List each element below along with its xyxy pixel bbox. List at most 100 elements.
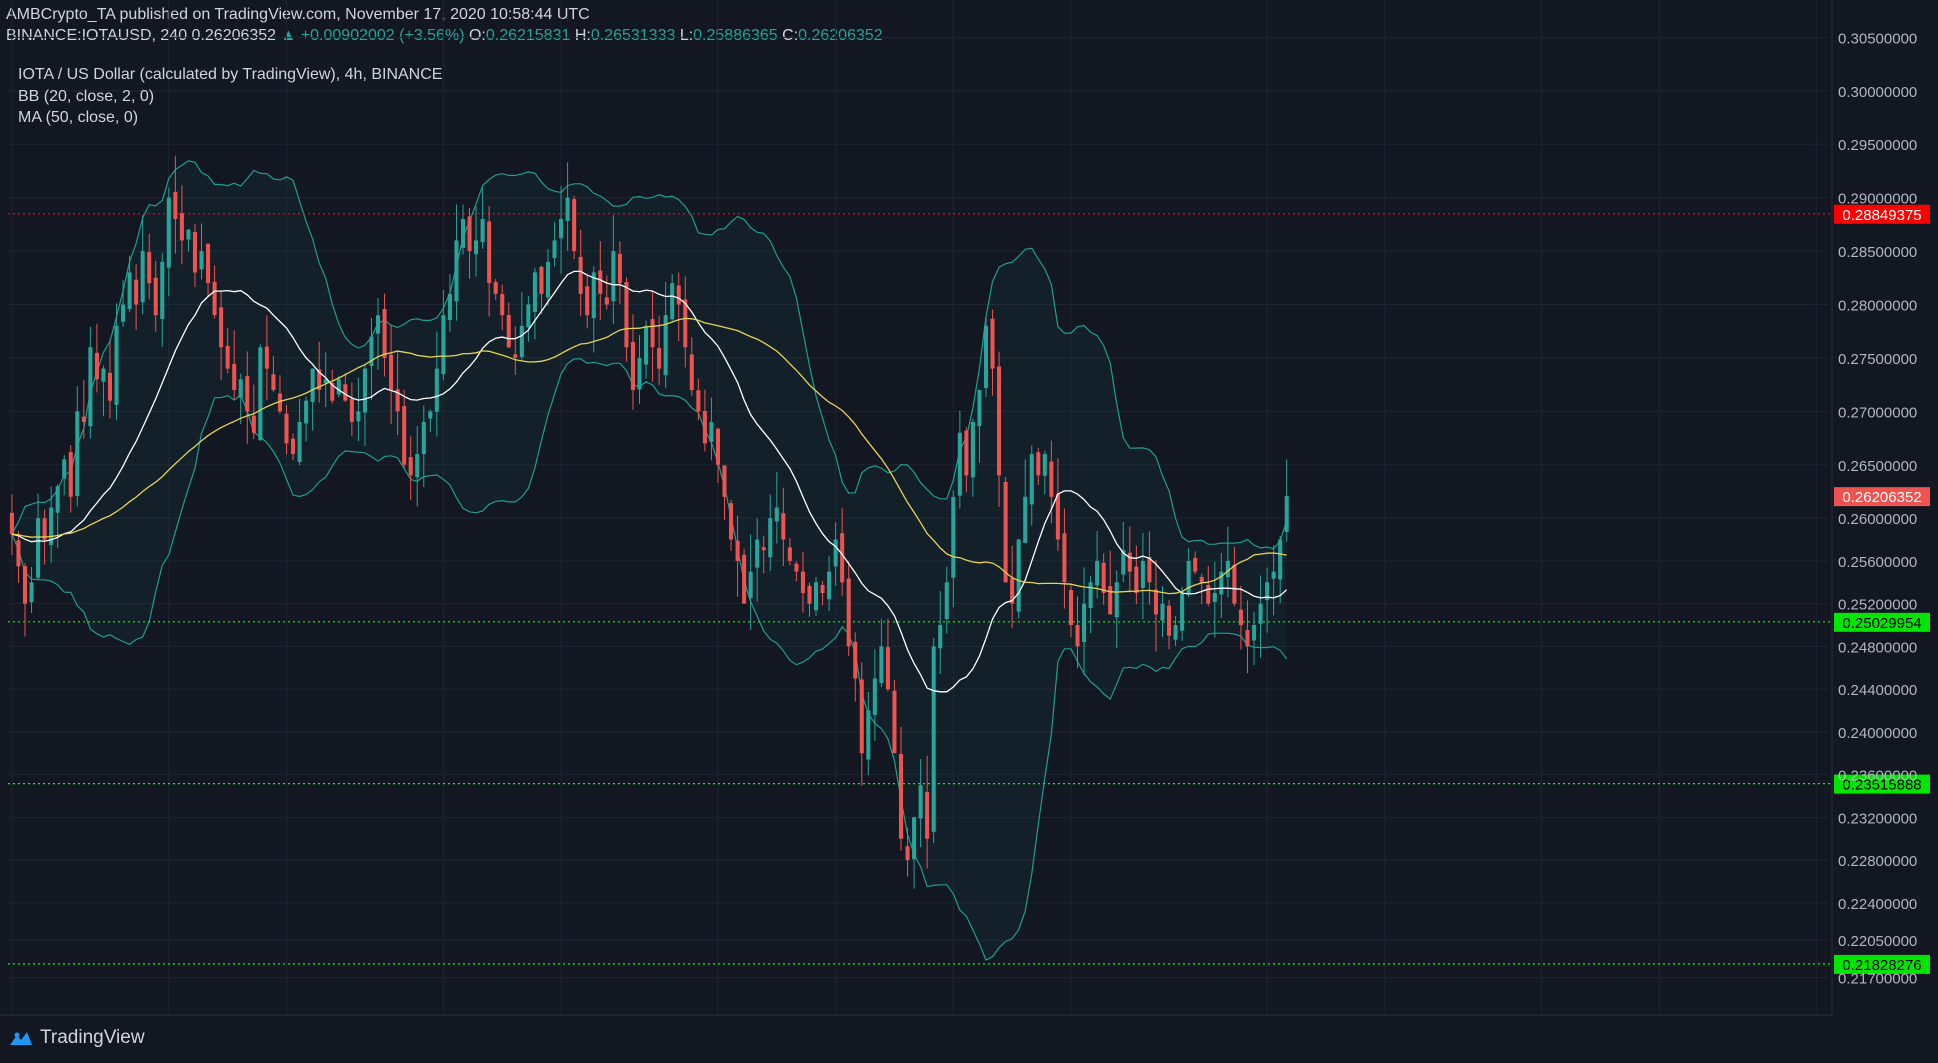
ma-indicator-legend[interactable]: MA (50, close, 0) [18,109,139,126]
candle [179,185,184,265]
candle-body [715,428,720,465]
candle [9,494,14,556]
chart-title: IOTA / US Dollar (calculated by TradingV… [18,66,443,83]
candle-body [22,566,28,604]
candle [951,490,956,608]
tradingview-brand[interactable]: TradingView [8,1027,145,1049]
candle-body [238,379,243,398]
candle-body [153,277,158,316]
candle-body [395,389,400,412]
candle [944,566,949,634]
candle [827,556,832,612]
candle [29,566,34,613]
candle-body [1016,539,1021,612]
candle-body [1023,496,1028,543]
candle-body [1036,452,1041,476]
y-tick-label: 0.26500000 [1838,458,1917,475]
bb-indicator-legend[interactable]: BB (20, close, 2, 0) [18,88,155,105]
support-level-label: 0.23515888 [1842,777,1921,794]
candle [872,649,877,741]
candle [526,296,531,342]
candle [1251,611,1257,666]
candle-body [545,261,551,298]
candle [1101,553,1106,605]
candle-body [264,346,269,369]
candle [474,206,479,277]
candle [1167,600,1172,650]
candle-body [879,646,884,684]
candle [513,326,518,375]
candle [219,290,224,380]
candle [304,396,309,442]
candle-body [794,563,799,572]
candle-body [29,582,34,603]
candle-body [768,518,773,558]
candle-body [121,304,126,322]
candle-body [1238,609,1243,626]
candle-body [513,354,518,358]
candle-body [689,354,694,390]
candle [931,637,936,844]
candle [441,289,446,381]
candle-body [1258,603,1263,624]
candle-body [460,219,466,248]
candle [62,454,67,496]
candle-body [447,293,452,320]
candle [1140,532,1145,620]
candle-body [147,252,152,284]
candle-body [1173,625,1178,640]
candle [75,386,80,507]
candle-body [532,272,537,313]
candle-body [1245,629,1250,647]
candle [885,618,890,692]
candle-body [487,221,492,284]
candle-body [918,785,923,819]
candle [585,276,590,329]
candle [761,535,766,574]
candle-body [846,578,851,647]
close-value: 0.26206352 [798,27,883,44]
candle [977,389,982,463]
candle-body [140,251,145,303]
candle-body [840,533,845,583]
candle-body [800,571,805,593]
candle [68,445,73,513]
candle-body [212,281,217,316]
support-level-tag [1834,774,1930,794]
candle [846,561,851,656]
candle [421,405,426,488]
candle-body [1225,560,1230,578]
candle-body [389,354,394,390]
candle [88,326,93,439]
candle [715,428,720,483]
price-change: ▲ +0.00902002 (+3.56%) [280,27,465,44]
candle-body [604,297,609,305]
candle [663,281,668,389]
candle-body [55,486,60,513]
candle [833,522,838,586]
candle [49,486,54,564]
candle-body [454,240,459,302]
candle [774,472,779,544]
candle-body [1167,605,1172,636]
candle-body [173,191,178,220]
candle-body [892,690,897,754]
candle [820,580,825,606]
candle [598,240,603,321]
candle-body [310,368,315,403]
candle-body [506,315,511,348]
symbol-label: BINANCE:IOTAUSD, 240 [6,27,188,44]
candle-body [748,571,753,599]
candle [107,339,113,419]
candle-body [644,325,649,365]
candle-body [709,422,714,443]
price-chart[interactable]: 0.28849375 0.25029954 0.23515888 0.21828276… [0,0,1938,1020]
candle-body [1114,582,1119,618]
y-tick-label: 0.24400000 [1838,682,1917,699]
last-price-label: 0.26206352 [1842,489,1921,506]
candle [349,382,354,437]
candle-body [657,348,662,369]
candle [604,275,609,310]
tradingview-brand-label: TradingView [40,1027,145,1048]
candle [1055,458,1060,551]
